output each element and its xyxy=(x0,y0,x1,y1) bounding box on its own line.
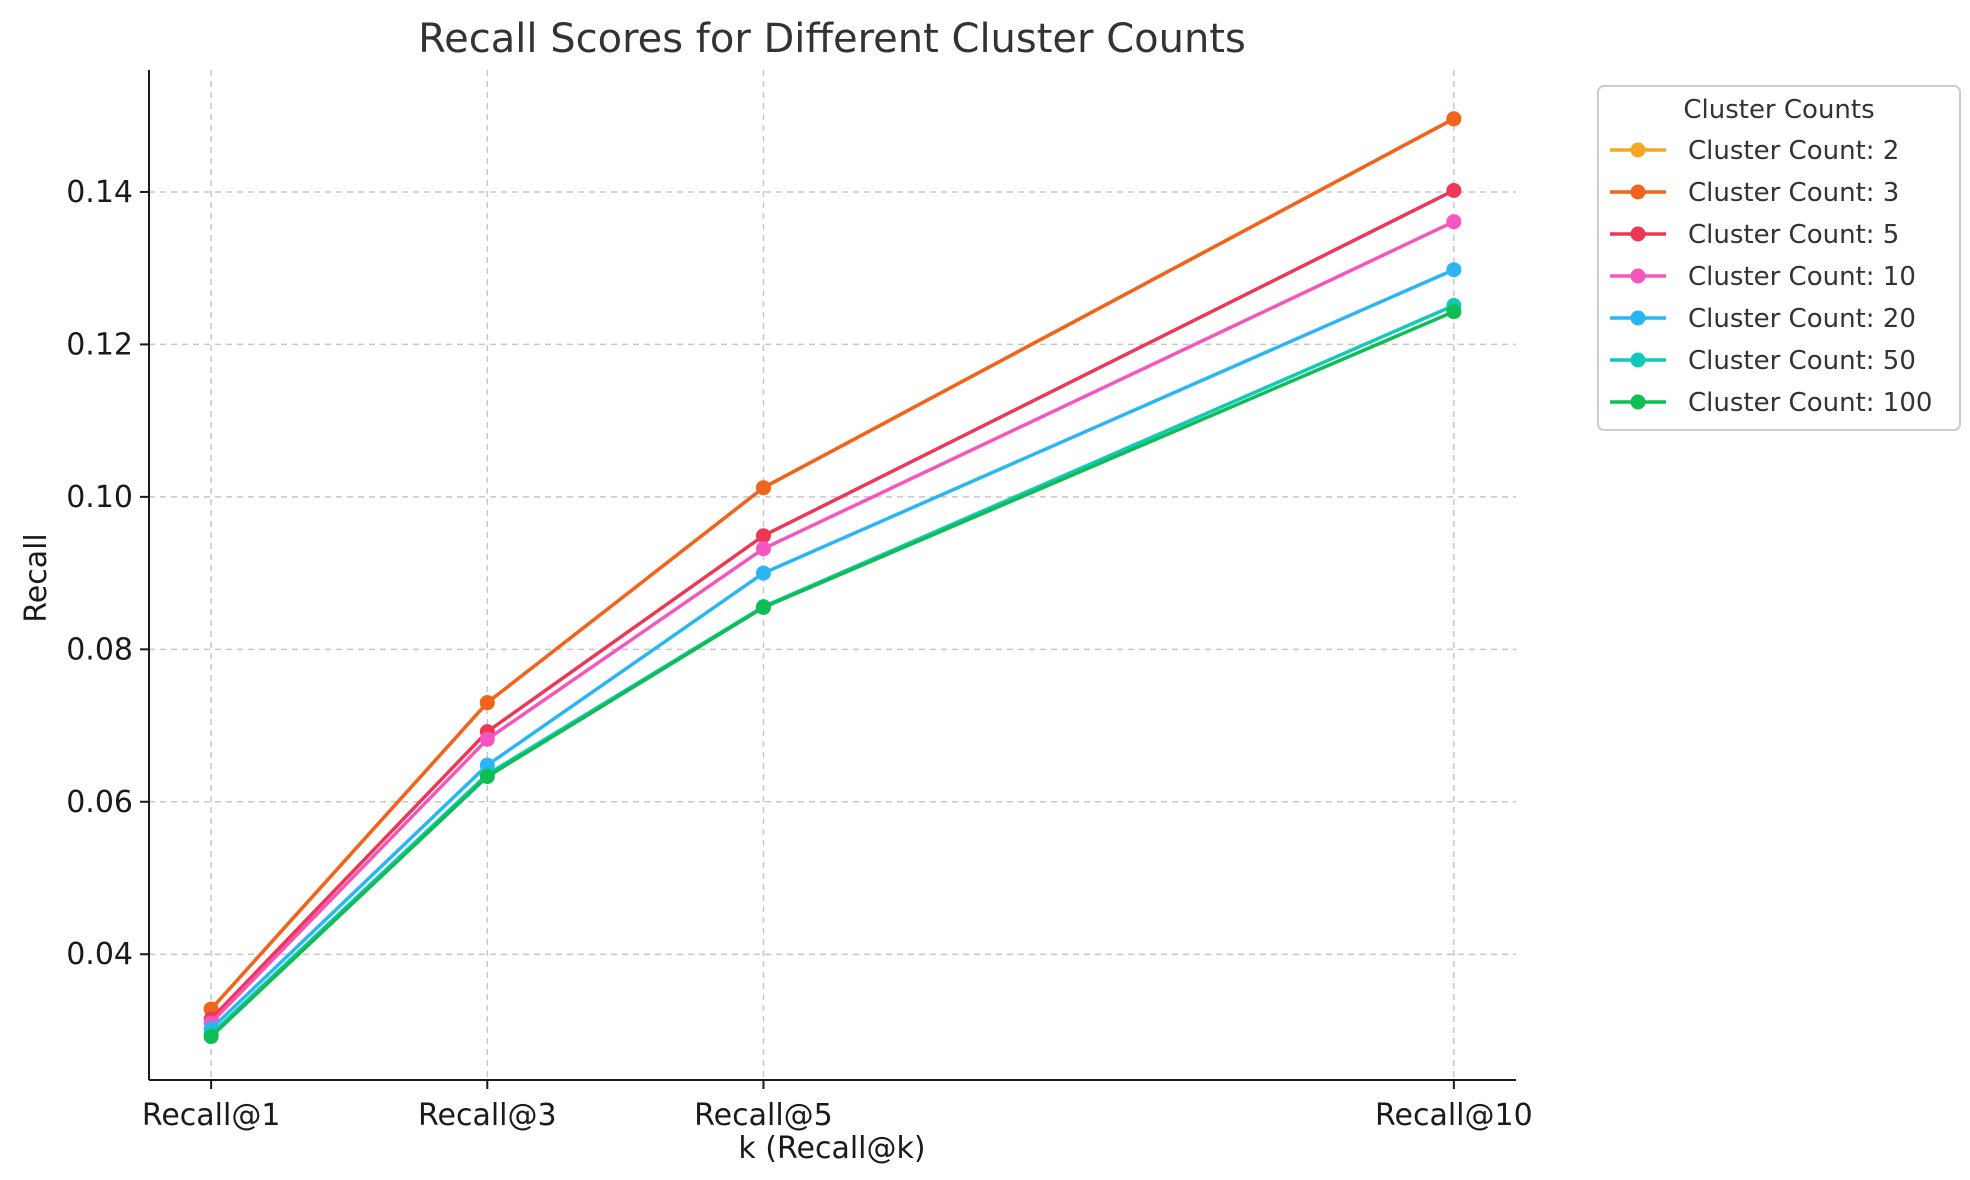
legend-item: Cluster Count: 100 xyxy=(1610,388,1932,418)
legend-label: Cluster Count: 100 xyxy=(1688,388,1932,418)
data-point xyxy=(1446,111,1462,127)
x-axis-label: k (Recall@k) xyxy=(738,1131,925,1166)
y-tick-label: 0.06 xyxy=(66,785,133,820)
ticks: Recall@1 Recall@3 Recall@5 Recall@10 0.04 0.0… xyxy=(66,175,1533,1133)
data-point xyxy=(755,541,771,557)
x-tick-label: Recall@1 xyxy=(142,1098,281,1133)
legend-swatch-marker xyxy=(1630,226,1646,242)
series-line xyxy=(209,117,1455,1011)
legend-item: Cluster Count: 5 xyxy=(1610,220,1899,250)
y-tick-label: 0.08 xyxy=(66,632,133,667)
legend-swatch-marker xyxy=(1630,142,1646,158)
legend-item: Cluster Count: 3 xyxy=(1610,178,1899,208)
legend-label: Cluster Count: 20 xyxy=(1688,304,1916,334)
series-6 xyxy=(203,298,1462,1042)
legend-label: Cluster Count: 5 xyxy=(1688,220,1899,250)
data-point xyxy=(479,769,495,785)
legend-swatch-marker xyxy=(1630,352,1646,368)
data-point xyxy=(1446,214,1462,230)
legend-swatch-marker xyxy=(1630,310,1646,326)
legend-swatch-marker xyxy=(1630,394,1646,410)
chart-title: Recall Scores for Different Cluster Coun… xyxy=(418,16,1246,62)
y-tick-label: 0.10 xyxy=(66,480,133,515)
legend-title: Cluster Counts xyxy=(1683,95,1874,125)
data-point xyxy=(755,480,771,496)
y-tick-label: 0.14 xyxy=(66,175,133,210)
data-point xyxy=(479,731,495,747)
data-point xyxy=(755,599,771,615)
x-tick-label: Recall@3 xyxy=(418,1098,557,1133)
series-1 xyxy=(203,111,1462,1017)
data-point xyxy=(1446,262,1462,278)
legend-item: Cluster Count: 2 xyxy=(1610,136,1899,166)
data-point xyxy=(203,1029,219,1045)
axes xyxy=(148,70,1516,1081)
series-line xyxy=(209,303,1455,1036)
series-line xyxy=(209,268,1455,1031)
data-point xyxy=(479,695,495,711)
legend-item: Cluster Count: 50 xyxy=(1610,346,1916,376)
legend-swatch-marker xyxy=(1630,184,1646,200)
legend-label: Cluster Count: 2 xyxy=(1688,136,1899,166)
x-tick-label: Recall@5 xyxy=(694,1098,833,1133)
series-7 xyxy=(203,304,1462,1045)
data-point xyxy=(1446,304,1462,320)
legend-label: Cluster Count: 3 xyxy=(1688,178,1899,208)
y-tick-label: 0.12 xyxy=(66,327,133,362)
grid xyxy=(149,70,1516,1080)
y-axis-label: Recall xyxy=(19,533,54,623)
legend-label: Cluster Count: 10 xyxy=(1688,262,1916,292)
series-3 xyxy=(203,182,1462,1027)
legend-swatch-marker xyxy=(1630,268,1646,284)
series-4 xyxy=(203,214,1462,1031)
series-line xyxy=(209,220,1455,1025)
series-layer xyxy=(203,111,1462,1045)
data-point xyxy=(755,565,771,581)
legend-box xyxy=(1597,85,1961,431)
series-line xyxy=(209,117,1455,1011)
y-tick-label: 0.04 xyxy=(66,937,133,972)
legend-items: Cluster Count: 2 Cluster Count: 3 Cluster … xyxy=(1610,136,1932,418)
legend-item: Cluster Count: 10 xyxy=(1610,262,1916,292)
data-point xyxy=(1446,182,1462,198)
x-tick-label: Recall@10 xyxy=(1375,1098,1533,1133)
series-line xyxy=(209,310,1455,1038)
legend-label: Cluster Count: 50 xyxy=(1688,346,1916,376)
data-point xyxy=(755,528,771,544)
series-2 xyxy=(203,111,1462,1017)
legend-item: Cluster Count: 20 xyxy=(1610,304,1916,334)
series-line xyxy=(209,188,1455,1021)
